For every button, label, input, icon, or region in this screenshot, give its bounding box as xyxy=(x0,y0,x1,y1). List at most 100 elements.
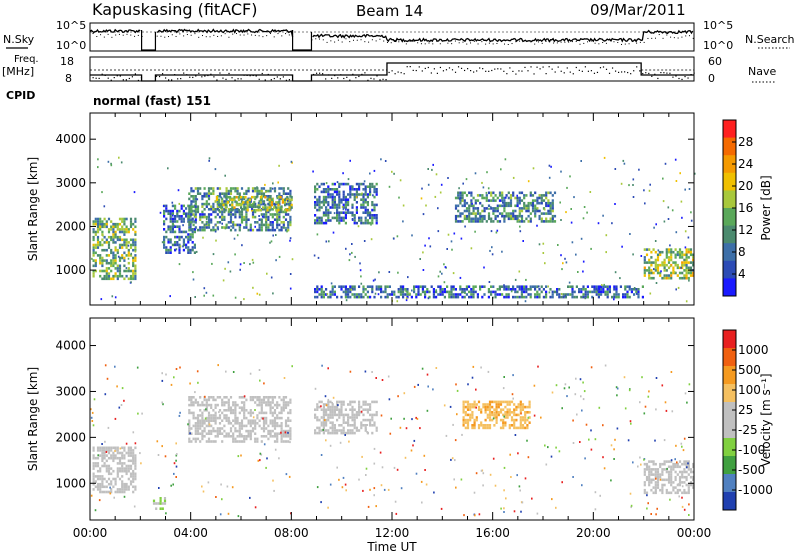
echo-cell xyxy=(475,406,477,409)
nsearch-point xyxy=(409,40,411,42)
echo-cell xyxy=(114,477,117,481)
echo-cell xyxy=(314,201,317,204)
echo-cell xyxy=(196,208,200,211)
echo-cell xyxy=(451,248,453,251)
echo-cell xyxy=(158,487,160,489)
echo-cell xyxy=(260,202,263,206)
echo-cell xyxy=(134,442,137,445)
echo-cell xyxy=(265,396,268,399)
echo-cell xyxy=(516,290,519,294)
echo-cell xyxy=(675,288,677,291)
echo-cell xyxy=(240,424,244,428)
echo-cell xyxy=(465,293,468,296)
colorbar-segment xyxy=(723,330,736,349)
echo-cell xyxy=(92,467,95,470)
echo-cell xyxy=(393,237,395,240)
echo-cell xyxy=(649,292,652,295)
echo-cell xyxy=(199,226,202,229)
echo-cell xyxy=(340,288,343,291)
echo-cell xyxy=(249,437,252,441)
echo-cell xyxy=(632,178,635,181)
echo-cell xyxy=(127,459,130,463)
echo-cell xyxy=(116,490,119,494)
echo-cell xyxy=(364,293,367,296)
nave-point xyxy=(575,66,577,69)
echo-cell xyxy=(402,288,405,291)
echo-cell xyxy=(519,424,522,427)
echo-cell xyxy=(347,418,350,422)
echo-cell xyxy=(359,262,361,265)
echo-cell xyxy=(469,413,472,417)
echo-cell xyxy=(234,403,237,407)
echo-cell xyxy=(199,213,202,216)
echo-cell xyxy=(366,201,369,204)
echo-cell xyxy=(329,413,332,417)
echo-cell xyxy=(232,437,235,441)
echo-cell xyxy=(342,418,345,422)
echo-cell xyxy=(287,435,290,438)
echo-cell xyxy=(678,488,682,492)
echo-cell xyxy=(239,263,242,266)
echo-cell xyxy=(171,204,174,208)
echo-cell xyxy=(685,300,688,303)
echo-cell xyxy=(273,396,277,399)
echo-cell xyxy=(265,416,268,420)
echo-cell xyxy=(95,246,97,249)
echo-cell xyxy=(399,290,402,294)
echo-cell xyxy=(435,367,438,369)
echo-cell xyxy=(188,205,191,208)
echo-cell xyxy=(157,502,160,505)
echo-cell xyxy=(496,196,499,200)
echo-cell xyxy=(101,225,104,229)
echo-cell xyxy=(259,452,262,455)
echo-cell xyxy=(687,488,690,492)
echo-cell xyxy=(347,198,350,201)
echo-cell xyxy=(118,488,122,491)
echo-cell xyxy=(109,486,111,489)
echo-cell xyxy=(210,218,213,221)
echo-cell xyxy=(361,455,363,458)
echo-cell xyxy=(114,256,117,260)
echo-cell xyxy=(353,431,356,435)
echo-cell xyxy=(520,214,524,218)
echo-cell xyxy=(237,455,240,458)
colorbar-tick-label: 100 xyxy=(738,383,761,397)
echo-cell xyxy=(118,222,122,226)
echo-cell xyxy=(216,205,219,208)
echo-cell xyxy=(123,454,126,457)
echo-cell xyxy=(689,253,693,257)
echo-cell xyxy=(287,228,290,232)
echo-cell xyxy=(654,475,657,479)
echo-cell xyxy=(485,191,488,194)
echo-cell xyxy=(664,162,667,165)
echo-cell xyxy=(685,276,688,280)
echo-cell xyxy=(399,426,402,429)
echo-cell xyxy=(684,188,686,191)
echo-cell xyxy=(667,261,671,264)
echo-cell xyxy=(229,427,233,430)
echo-cell xyxy=(284,419,288,422)
echo-cell xyxy=(169,251,172,254)
echo-cell xyxy=(116,267,119,270)
echo-cell xyxy=(322,195,325,199)
echo-cell xyxy=(123,228,126,231)
echo-cell xyxy=(643,491,646,495)
echo-cell xyxy=(240,406,244,409)
echo-cell xyxy=(338,408,341,411)
echo-cell xyxy=(187,251,190,254)
echo-cell xyxy=(194,401,197,404)
echo-cell xyxy=(371,221,374,225)
echo-cell xyxy=(99,477,102,481)
nave-point xyxy=(252,74,254,77)
echo-cell xyxy=(504,416,507,419)
echo-cell xyxy=(540,416,542,419)
echo-cell xyxy=(176,243,179,247)
echo-cell xyxy=(654,481,657,484)
echo-cell xyxy=(523,295,526,299)
echo-cell xyxy=(134,220,137,223)
echo-cell xyxy=(121,387,124,390)
echo-cell xyxy=(280,431,282,434)
nsearch-point xyxy=(685,35,687,37)
echo-cell xyxy=(421,367,424,370)
echo-cell xyxy=(501,196,504,200)
